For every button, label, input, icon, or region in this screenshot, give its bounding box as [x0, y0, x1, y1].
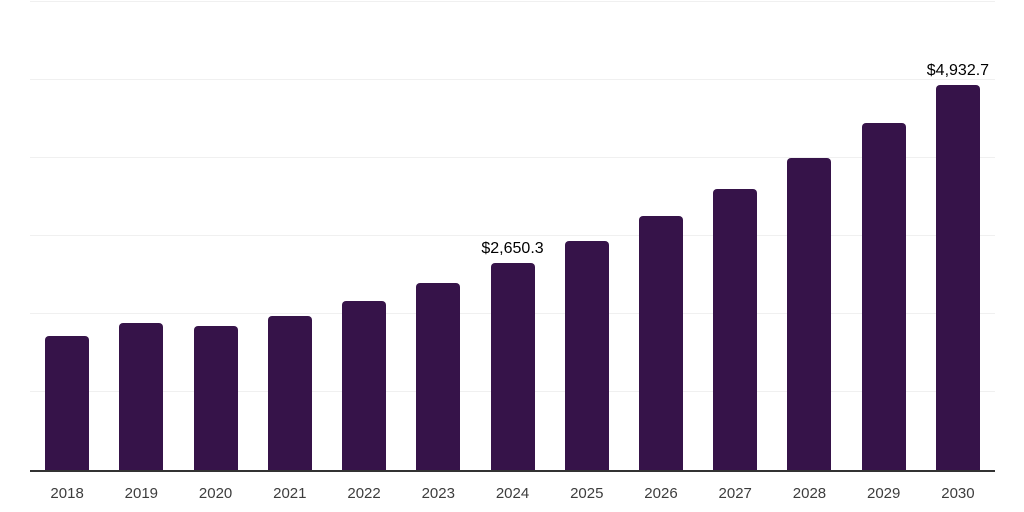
bar-slot-2027 [698, 2, 772, 470]
x-tick-2023: 2023 [421, 485, 455, 502]
x-tick-2030: 2030 [941, 485, 975, 502]
bar-slot-2023 [401, 2, 475, 470]
x-tick-2019: 2019 [124, 485, 159, 502]
x-tick-2018: 2018 [50, 485, 84, 502]
bar-slot-2019 [104, 2, 178, 470]
bar-slot-2018 [30, 2, 104, 470]
bar-2026 [638, 216, 683, 470]
bar-slot-2029 [847, 2, 921, 470]
bar-2028 [787, 158, 832, 470]
bar-slot-2020 [178, 2, 252, 470]
x-tick-2022: 2022 [347, 485, 381, 502]
gridline-4000 [30, 157, 995, 159]
bar-2023 [416, 283, 461, 470]
x-tick-2028: 2028 [792, 485, 827, 502]
bar-slot-2030: $4,932.7 [921, 2, 995, 470]
bar-2025 [564, 241, 609, 470]
bar-2018 [45, 336, 90, 470]
bar-2024 [490, 263, 535, 470]
plot-area: $2,650.3 $4,932.7 [30, 1, 995, 470]
x-tick-2027: 2027 [718, 485, 752, 502]
gridline-6000 [30, 1, 995, 2]
x-tick-2024: 2024 [495, 485, 530, 502]
x-tick-2021: 2021 [273, 485, 307, 502]
x-tick-2026: 2026 [644, 485, 678, 502]
gridline-3000 [30, 235, 995, 236]
bar-2021 [267, 316, 312, 470]
bar-2020 [193, 326, 238, 470]
bar-slot-2025 [550, 2, 624, 470]
bar-slot-2024: $2,650.3 [475, 2, 549, 470]
bar-2030 [935, 85, 980, 470]
bar-2027 [713, 189, 758, 470]
bar-2019 [119, 322, 164, 470]
gridline-5000 [30, 79, 995, 80]
bar-slot-2021 [253, 2, 327, 470]
x-tick-2025: 2025 [570, 485, 604, 502]
bars-row: $2,650.3 $4,932.7 [30, 2, 995, 470]
x-axis-labels: 2018 2019 2020 2021 2022 2023 2024 2025 2026 2027… [30, 472, 995, 501]
bar-slot-2022 [327, 2, 401, 470]
x-axis-line [30, 470, 995, 472]
x-tick-2029: 2029 [867, 485, 901, 502]
bar-2029 [861, 122, 906, 470]
bar-slot-2026 [624, 2, 698, 470]
bar-2022 [342, 300, 387, 470]
data-label-2030: $4,932.7 [926, 62, 990, 80]
x-tick-2020: 2020 [198, 485, 233, 502]
bar-slot-2028 [772, 2, 846, 470]
data-label-2024: $2,650.3 [481, 240, 544, 258]
